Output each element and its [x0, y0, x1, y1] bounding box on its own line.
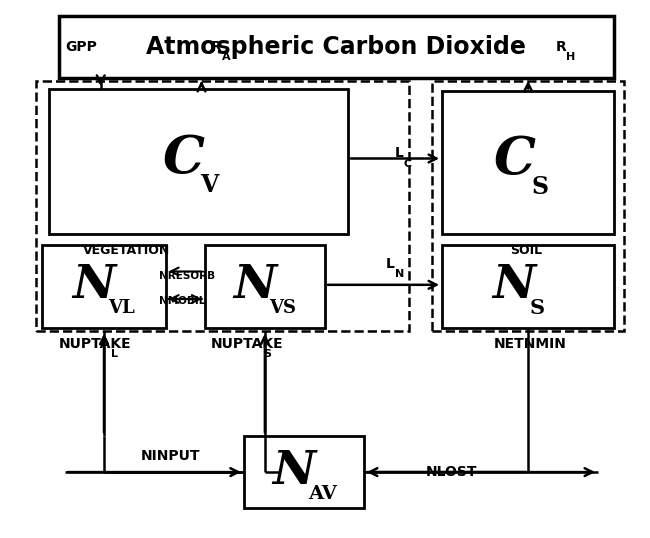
Bar — [442, 245, 614, 328]
Text: Atmospheric Carbon Dioxide: Atmospheric Carbon Dioxide — [146, 35, 526, 59]
Text: S: S — [531, 175, 548, 199]
Text: R: R — [211, 40, 222, 54]
Text: S: S — [264, 349, 272, 359]
Text: L: L — [111, 349, 118, 359]
Text: N: N — [73, 262, 116, 308]
Text: NMOBIL: NMOBIL — [159, 296, 205, 306]
Text: NETNMIN: NETNMIN — [494, 337, 567, 351]
Text: R: R — [556, 40, 567, 54]
Text: C: C — [493, 134, 536, 186]
Text: VL: VL — [109, 300, 135, 317]
Bar — [442, 91, 614, 234]
Text: V: V — [200, 173, 218, 197]
Text: N: N — [233, 262, 277, 308]
Text: S: S — [530, 299, 545, 318]
Text: AV: AV — [309, 485, 337, 504]
Text: L: L — [385, 257, 395, 271]
Text: SOIL: SOIL — [510, 244, 543, 257]
Text: H: H — [566, 52, 575, 62]
Bar — [42, 245, 166, 328]
Text: NINPUT: NINPUT — [141, 449, 201, 463]
Text: N: N — [493, 262, 536, 308]
Bar — [432, 81, 624, 331]
Text: C: C — [162, 133, 204, 184]
Text: L: L — [395, 146, 404, 160]
Bar — [36, 81, 409, 331]
Text: VS: VS — [270, 300, 296, 317]
Bar — [244, 436, 364, 508]
Text: NLOST: NLOST — [426, 465, 477, 479]
Text: NUPTAKE: NUPTAKE — [58, 337, 131, 351]
Text: VEGETATION: VEGETATION — [83, 244, 170, 257]
Text: GPP: GPP — [65, 40, 97, 54]
Text: NUPTAKE: NUPTAKE — [211, 337, 284, 351]
Text: A: A — [222, 52, 230, 62]
Text: N: N — [395, 270, 404, 279]
Text: NRESORB: NRESORB — [159, 271, 215, 281]
Bar — [205, 245, 325, 328]
Bar — [58, 16, 614, 78]
Bar — [49, 89, 348, 234]
Text: N: N — [272, 448, 316, 494]
Text: C: C — [404, 159, 412, 169]
